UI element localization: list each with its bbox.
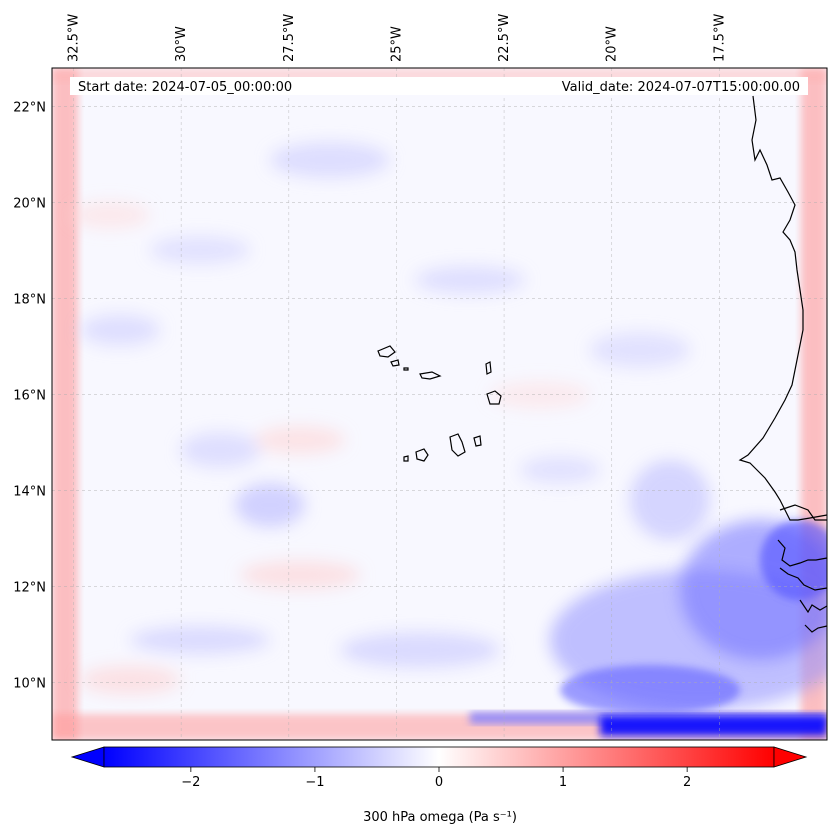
colorbar-tick-label: 0 bbox=[435, 775, 443, 790]
rio-coast bbox=[804, 624, 828, 633]
colorbar-label: 300 hPa omega (Pa s⁻¹) bbox=[363, 810, 517, 825]
cape-verde-maio bbox=[473, 435, 482, 447]
lat-tick-label: 12°N bbox=[13, 580, 46, 595]
gambia-coast bbox=[779, 504, 827, 521]
bijagos-coast bbox=[799, 599, 828, 614]
cape-verde-sao-vicente bbox=[390, 359, 400, 367]
cape-verde-fogo bbox=[415, 448, 429, 462]
lon-tick-label: 32.5°W bbox=[67, 14, 82, 62]
lat-tick-label: 22°N bbox=[13, 100, 46, 115]
start-date: Start date: 2024-07-05_00:00:00 bbox=[78, 80, 292, 95]
boundary-west bbox=[52, 68, 78, 740]
date-banner: Start date: 2024-07-05_00:00:00 Valid_da… bbox=[70, 77, 808, 95]
lat-tick-label: 10°N bbox=[13, 676, 46, 691]
cape-verde-boa-vista bbox=[486, 390, 502, 405]
colorbar-body bbox=[103, 746, 775, 768]
cape-verde-santo-antao bbox=[377, 345, 396, 358]
colorbar-tick-label: 1 bbox=[559, 775, 567, 790]
colorbar-extend-min bbox=[70, 746, 105, 768]
colorbar: −2 −1 0 1 2 300 hPa omega (Pa s⁻¹) bbox=[70, 746, 808, 825]
omega-field bbox=[52, 68, 827, 740]
lon-tick-label: 30°W bbox=[174, 26, 189, 62]
gridlines bbox=[52, 68, 827, 740]
senegal-south-coast bbox=[777, 539, 828, 567]
lon-tick-label: 25°W bbox=[389, 26, 404, 62]
lon-tick-label: 22.5°W bbox=[497, 14, 512, 62]
colorbar-tick-label: 2 bbox=[683, 775, 691, 790]
weak-anomalies bbox=[70, 142, 710, 694]
cape-verde-santiago bbox=[449, 433, 466, 457]
latitude-labels: 22°N 20°N 18°N 16°N 14°N 12°N 10°N bbox=[13, 100, 46, 691]
colorbar-tick-label: −2 bbox=[181, 775, 200, 790]
africa-coastline bbox=[738, 95, 828, 521]
coastlines bbox=[377, 95, 828, 633]
lat-tick-label: 16°N bbox=[13, 388, 46, 403]
southeast-ascent bbox=[470, 520, 827, 736]
valid-date: Valid_date: 2024-07-07T15:00:00.00 bbox=[562, 80, 800, 95]
colorbar-ticks: −2 −1 0 1 2 bbox=[181, 767, 691, 790]
lat-tick-label: 18°N bbox=[13, 292, 46, 307]
lat-tick-label: 14°N bbox=[13, 484, 46, 499]
cape-verde-sao-nicolau bbox=[419, 371, 442, 380]
longitude-labels: 32.5°W 30°W 27.5°W 25°W 22.5°W 20°W 17.5°W bbox=[67, 14, 728, 62]
colorbar-extend-max bbox=[773, 746, 808, 768]
lat-tick-label: 20°N bbox=[13, 196, 46, 211]
cape-verde-brava bbox=[403, 455, 409, 462]
lon-tick-label: 17.5°W bbox=[712, 14, 727, 62]
colorbar-tick-label: −1 bbox=[305, 775, 324, 790]
cape-verde-sal bbox=[485, 361, 492, 375]
lon-tick-label: 20°W bbox=[605, 26, 620, 62]
cape-verde-santa-luzia bbox=[403, 367, 409, 371]
map-frame bbox=[51, 67, 828, 741]
map-panel: Start date: 2024-07-05_00:00:00 Valid_da… bbox=[13, 14, 828, 741]
guinea-bissau-coast bbox=[779, 567, 828, 591]
lon-tick-label: 27.5°W bbox=[282, 14, 297, 62]
